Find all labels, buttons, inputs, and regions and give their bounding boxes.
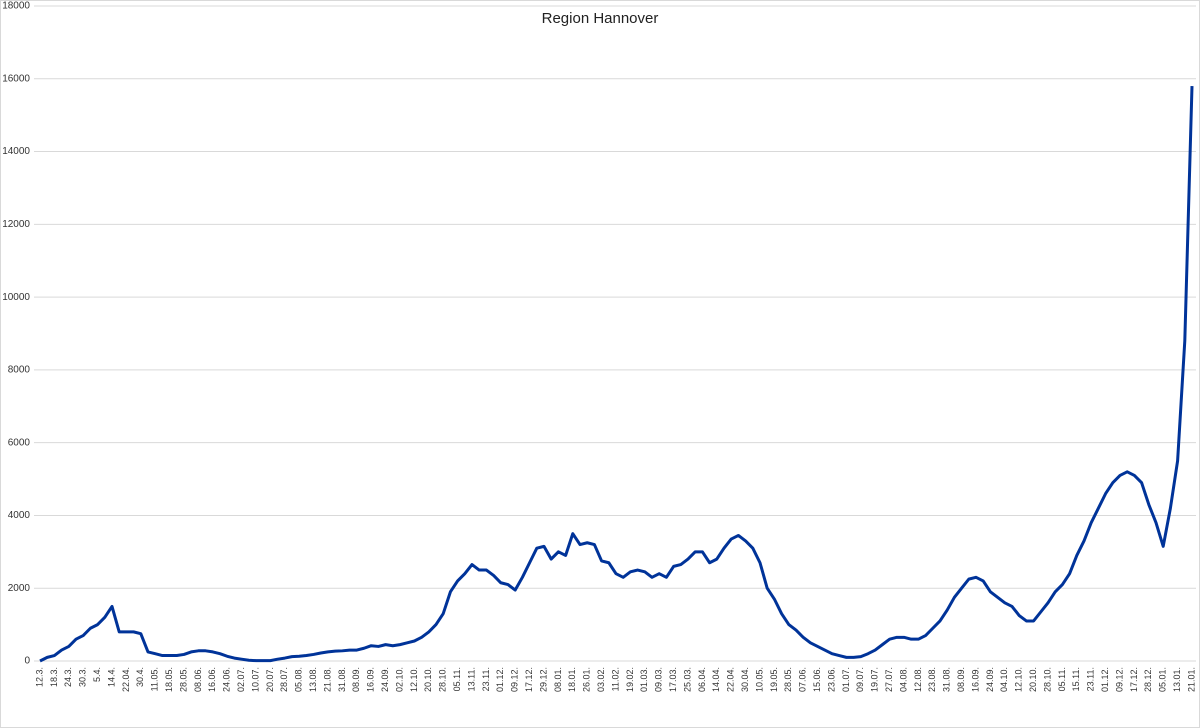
x-tick-label: 07.06.	[798, 667, 808, 692]
x-tick-label: 15.06.	[812, 667, 822, 692]
x-tick-label: 05.01.	[1158, 667, 1168, 692]
x-tick-label: 18.05.	[164, 667, 174, 692]
x-tick-label: 5.4.	[92, 667, 102, 682]
x-tick-label: 01.07.	[841, 667, 851, 692]
x-tick-label: 05.08.	[294, 667, 304, 692]
x-tick-label: 20.10.	[1028, 667, 1038, 692]
y-tick-label: 4000	[8, 510, 31, 521]
y-tick-label: 6000	[8, 437, 31, 448]
x-tick-label: 17.12.	[1129, 667, 1139, 692]
x-tick-label: 17.12.	[524, 667, 534, 692]
x-tick-label: 08.01.	[553, 667, 563, 692]
x-tick-label: 28.10.	[438, 667, 448, 692]
x-tick-label: 31.08.	[337, 667, 347, 692]
x-tick-label: 09.12.	[1114, 667, 1124, 692]
x-tick-label: 23.11.	[481, 667, 491, 691]
x-tick-label: 16.09.	[970, 667, 980, 692]
x-tick-label: 16.09.	[366, 667, 376, 692]
x-tick-label: 24.3.	[63, 667, 73, 687]
y-tick-label: 18000	[2, 1, 30, 12]
x-tick-label: 08.09.	[956, 667, 966, 692]
x-tick-label: 20.10.	[423, 667, 433, 692]
x-tick-label: 22.04.	[121, 667, 131, 692]
x-tick-label: 10.07.	[250, 667, 260, 692]
y-tick-label: 2000	[8, 583, 31, 594]
data-line	[39, 86, 1194, 663]
x-tick-label: 31.08.	[942, 667, 952, 692]
x-tick-label: 24.09.	[380, 667, 390, 692]
x-tick-label: 04.10.	[999, 667, 1009, 692]
x-tick-label: 01.12.	[1100, 667, 1110, 692]
x-tick-label: 12.08.	[913, 667, 923, 692]
x-tick-label: 30.4.	[135, 667, 145, 687]
x-tick-label: 14.04.	[711, 667, 721, 692]
x-tick-label: 17.03.	[668, 667, 678, 692]
x-tick-label: 12.3.	[34, 667, 44, 687]
x-tick-label: 18.3.	[49, 667, 59, 687]
x-tick-label: 08.06.	[193, 667, 203, 692]
x-tick-label: 28.10.	[1042, 667, 1052, 692]
x-tick-label: 19.07.	[870, 667, 880, 692]
x-tick-label: 08.09.	[351, 667, 361, 692]
x-tick-label: 28.07.	[279, 667, 289, 692]
x-tick-label: 20.07.	[265, 667, 275, 692]
x-tick-label: 28.05.	[783, 667, 793, 692]
x-tick-label: 16.06.	[207, 667, 217, 692]
x-tick-label: 05.11.	[1057, 667, 1067, 691]
x-tick-label: 09.12.	[510, 667, 520, 692]
x-tick-label: 04.08.	[898, 667, 908, 692]
x-tick-label: 14.4.	[106, 667, 116, 687]
x-tick-label: 12.10.	[409, 667, 419, 692]
x-tick-label: 10.05.	[754, 667, 764, 692]
y-tick-label: 10000	[2, 292, 30, 303]
x-tick-label: 09.07.	[855, 667, 865, 692]
chart-title: Region Hannover	[542, 10, 659, 27]
y-tick-label: 16000	[2, 73, 30, 84]
x-tick-label: 13.11.	[466, 667, 476, 691]
y-tick-label: 0	[24, 656, 30, 667]
x-tick-label: 19.02.	[625, 667, 635, 692]
x-tick-label: 26.01.	[582, 667, 592, 692]
x-tick-label: 21.01.	[1186, 667, 1196, 692]
x-tick-label: 11.02.	[610, 667, 620, 691]
x-tick-label: 28.05.	[178, 667, 188, 692]
x-tick-label: 15.11.	[1071, 667, 1081, 691]
x-tick-label: 28.12.	[1143, 667, 1153, 692]
x-tick-label: 25.03.	[682, 667, 692, 692]
x-tick-label: 24.09.	[985, 667, 995, 692]
x-tick-label: 13.08.	[308, 667, 318, 692]
x-tick-label: 05.11.	[452, 667, 462, 691]
x-tick-label: 29.12.	[538, 667, 548, 692]
y-tick-label: 14000	[2, 146, 30, 157]
x-tick-label: 02.10.	[394, 667, 404, 692]
x-tick-label: 23.06.	[826, 667, 836, 692]
x-tick-label: 01.03.	[639, 667, 649, 692]
x-tick-label: 13.01.	[1172, 667, 1182, 692]
y-tick-label: 8000	[8, 365, 31, 376]
x-tick-label: 21.08.	[322, 667, 332, 692]
x-tick-label: 27.07.	[884, 667, 894, 692]
x-tick-label: 30.04.	[740, 667, 750, 692]
x-tick-label: 22.04.	[726, 667, 736, 692]
x-tick-label: 30.3.	[78, 667, 88, 687]
x-tick-label: 19.05.	[769, 667, 779, 692]
x-tick-label: 02.07.	[236, 667, 246, 692]
x-tick-label: 18.01.	[567, 667, 577, 692]
x-tick-label: 09.03.	[654, 667, 664, 692]
x-tick-label: 11.05.	[150, 667, 160, 691]
x-tick-label: 01.12.	[495, 667, 505, 692]
x-tick-label: 24.06.	[222, 667, 232, 692]
x-tick-label: 12.10.	[1014, 667, 1024, 692]
y-tick-label: 12000	[2, 219, 30, 230]
x-tick-label: 23.11.	[1086, 667, 1096, 691]
x-tick-label: 06.04.	[697, 667, 707, 692]
x-tick-label: 23.08.	[927, 667, 937, 692]
x-tick-label: 03.02.	[596, 667, 606, 692]
